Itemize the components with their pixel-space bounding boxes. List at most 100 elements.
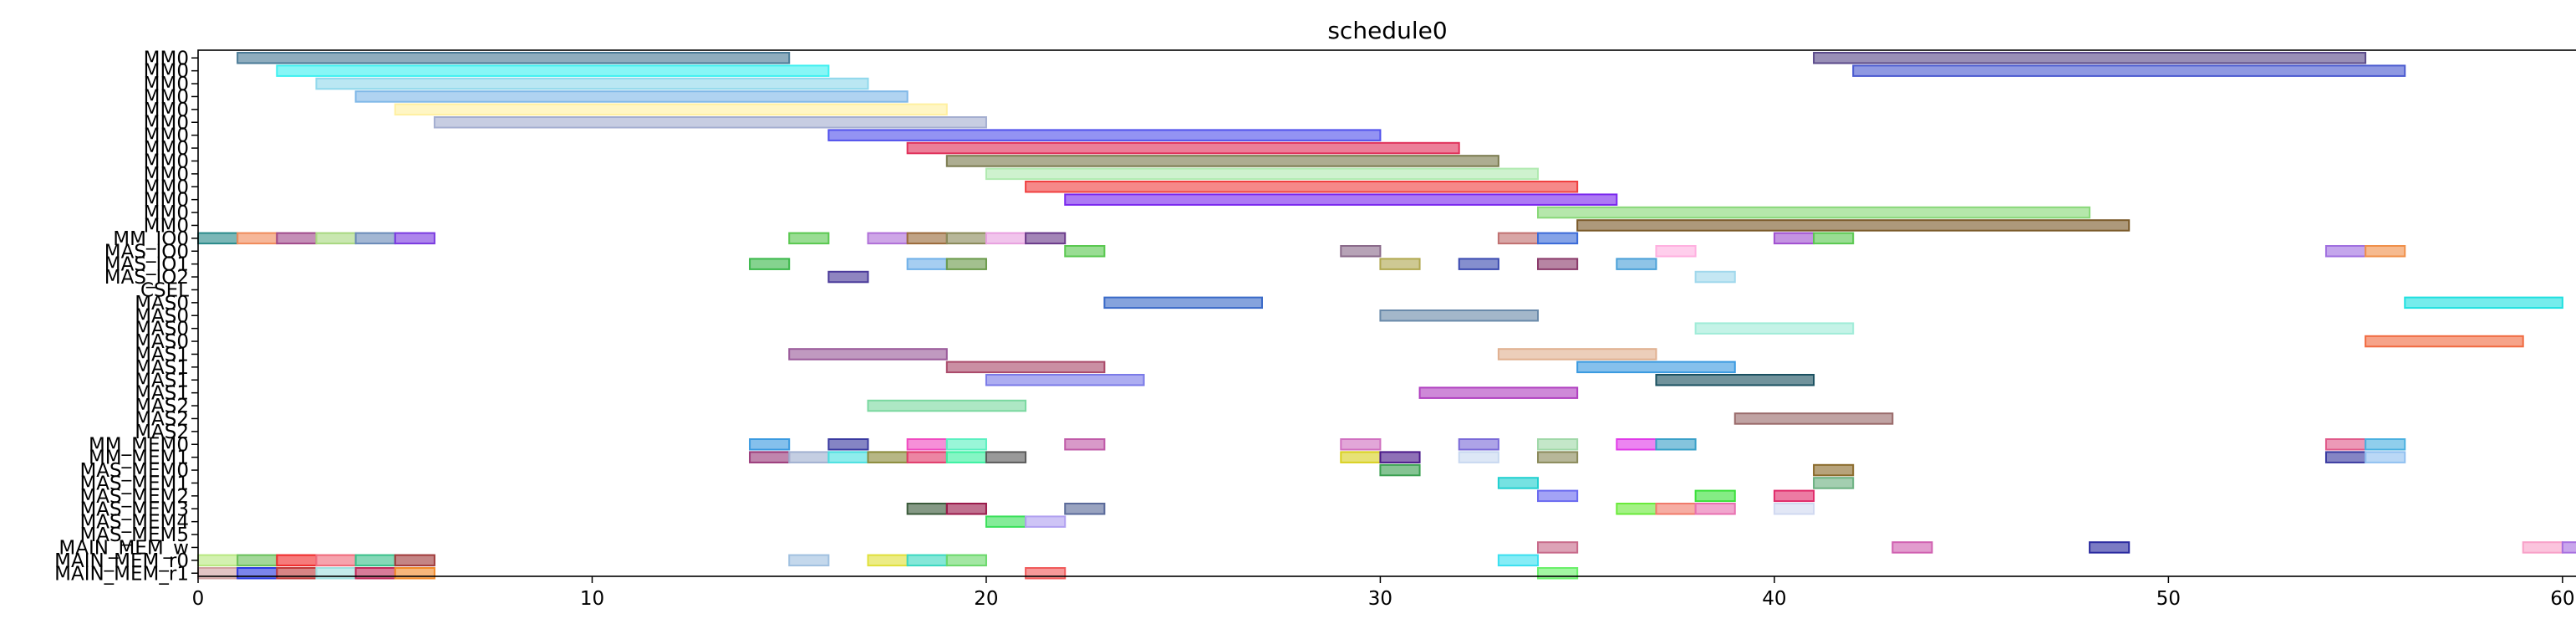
task-bar [1813,477,1855,489]
task-bar [1773,503,1815,515]
task-bar [945,438,987,451]
task-bar [1025,232,1067,245]
task-bar [1576,219,2131,232]
task-bar [276,232,318,245]
y-tick-label: MAS_IO1 [104,254,189,276]
y-tick-label: MAS0 [135,319,189,340]
task-bar [906,554,948,567]
task-bar [867,399,1027,412]
x-axis: 0 10 20 30 40 50 60 [192,576,2574,610]
task-bar [315,77,869,90]
task-bar [354,232,396,245]
y-tick-label: MAS_MEM3 [79,499,189,520]
task-bar [1497,477,1540,489]
y-tick-label: MM_IO0 [113,228,189,250]
y-tick-label: MAS_IO0 [104,241,189,263]
task-bar [197,232,239,245]
y-tick-label: MM0 [144,61,189,83]
y-tick-label: MM0 [144,202,189,224]
task-bar [1379,258,1421,270]
task-bar [1064,503,1106,515]
task-bar [788,554,830,567]
task-bar [1694,270,1736,284]
task-bar [1813,232,1855,245]
y-tick-label: MM0 [144,176,189,198]
x-tick-label: 10 [580,588,604,610]
task-bar [985,451,1027,463]
task-bar [827,129,1382,141]
task-bar [1379,451,1421,463]
task-bar [394,554,435,567]
task-bar [985,515,1027,528]
x-tick-label: 20 [974,588,998,610]
task-bar [945,155,1499,167]
task-bar [1025,181,1579,193]
task-bar [788,348,948,361]
task-bar [1773,232,1815,245]
task-bar [1655,438,1697,451]
task-bar [945,361,1106,374]
task-bar [1064,438,1106,451]
x-tick-label: 30 [1368,588,1392,610]
task-bar [1891,541,1933,554]
task-bar [237,52,791,64]
task-bar [2365,451,2406,463]
task-bar [2324,451,2367,463]
task-bar [1340,451,1382,463]
y-tick-label: MAS0 [135,305,189,327]
task-bar [1379,463,1421,477]
x-tick-label: 40 [1762,588,1786,610]
task-bar [945,232,987,245]
task-bar [749,438,791,451]
y-tick-label: MAS2 [135,396,189,417]
task-bar [985,232,1027,245]
task-bar [788,232,830,245]
task-bar [1103,296,1263,309]
y-tick-label: MAS_IO2 [104,267,189,289]
task-bar [1694,489,1736,503]
task-bar [1694,503,1736,515]
task-bar [867,451,909,463]
y-tick-label: MM0 [144,100,189,121]
y-tick-label: MM0 [144,138,189,160]
plot-frame [197,49,2576,577]
task-bar [1537,541,1579,554]
task-bar [749,451,791,463]
task-bar [354,90,909,103]
task-bar [315,232,357,245]
task-bar [1379,309,1540,322]
y-tick-label: MAS2 [135,422,189,443]
y-tick-label: MM0 [144,164,189,186]
task-bar [237,554,278,567]
task-bar [1458,438,1499,451]
y-tick-label: MM0 [144,190,189,212]
task-bar [1616,258,1657,270]
task-bar [276,64,830,77]
task-bar [906,438,948,451]
task-bar [394,103,948,116]
y-tick-label: MM0 [144,86,189,108]
task-bar [433,116,987,129]
task-bar [1537,206,2091,219]
y-axis-labels: MM0MM0MM0MM0MM0MM0MM0MM0MM0MM0MM0MM0MM0M… [54,48,198,585]
task-bar [906,141,1460,155]
task-bar [1537,232,1579,245]
task-bar [1733,412,1894,425]
y-tick-label: MAS0 [135,331,189,353]
task-bar [906,451,948,463]
task-bar [2089,541,2131,554]
task-bar [2404,296,2563,309]
x-tick-label: 0 [192,588,205,610]
task-bar [2365,438,2406,451]
task-bar [985,167,1540,181]
task-bar [788,451,830,463]
task-bar [1655,503,1697,515]
task-bar [827,270,869,284]
y-tick-label: MM0 [144,215,189,237]
x-tick-label: 50 [2156,588,2181,610]
task-bars [197,52,2576,580]
task-bar [1537,451,1579,463]
task-bar [2324,245,2367,258]
task-bar [1064,193,1618,206]
